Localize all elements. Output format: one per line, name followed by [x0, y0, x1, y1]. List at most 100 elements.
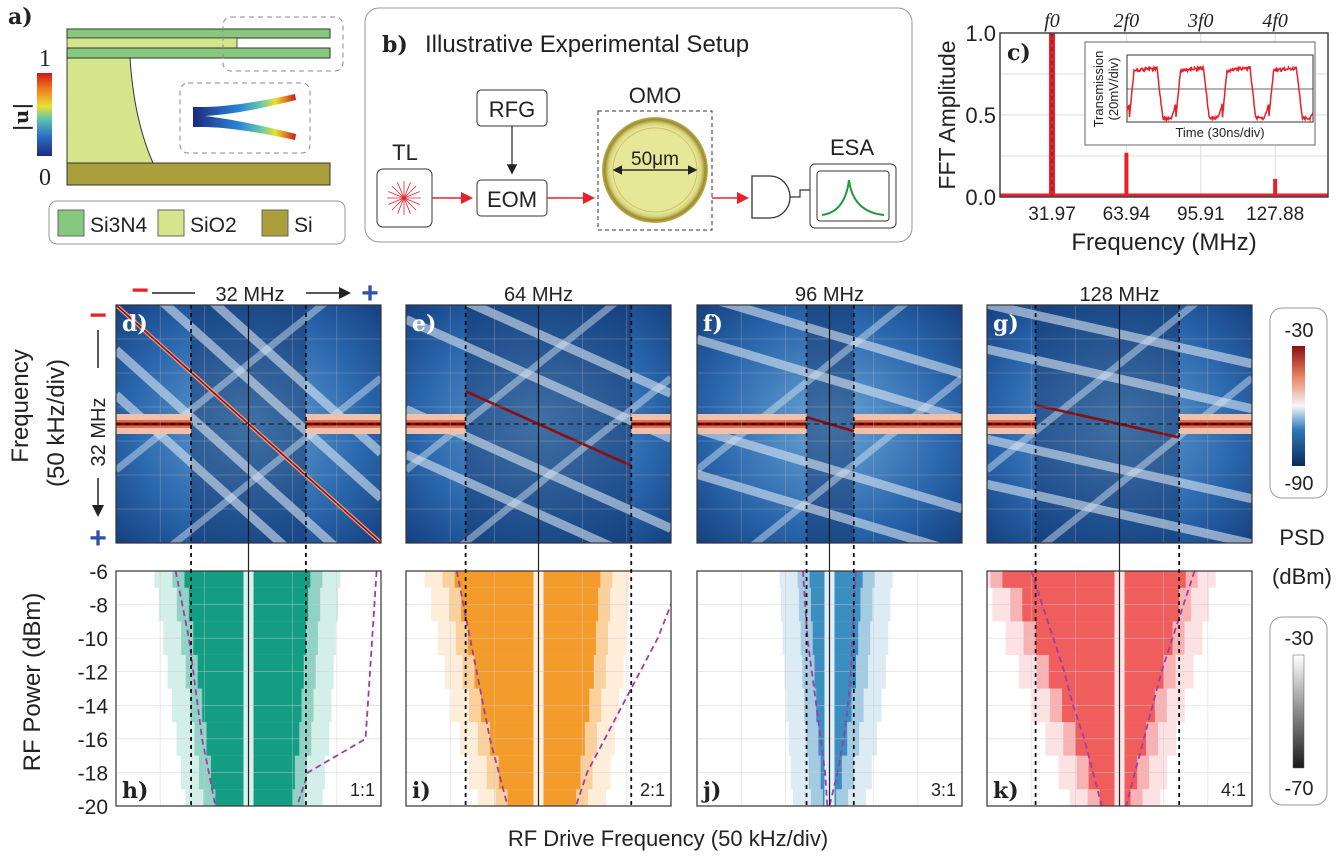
fft-peak-4 [1273, 179, 1277, 197]
psd-colorbar: -30 -90 PSD (dBm) [1270, 308, 1332, 589]
psd-max: -30 [1285, 320, 1314, 342]
sio2-pillar [67, 58, 153, 163]
freq-ylabel-1: Frequency [7, 349, 34, 462]
panel-b-label: b) [382, 32, 408, 58]
sio2-thin-layer [67, 38, 237, 48]
panel-label: j) [701, 778, 721, 804]
omo-label: OMO [629, 83, 682, 108]
x-tick-label: 63.94 [1103, 204, 1151, 225]
panel-label: i) [412, 778, 431, 804]
displacement-colorbar [37, 73, 52, 156]
psd-min: -90 [1285, 473, 1314, 495]
y-tick-label: 0.5 [965, 103, 996, 128]
legend-swatch [58, 210, 84, 236]
lockmap-k: k) 4:1 [972, 571, 1252, 806]
power-tick-label: -16 [78, 729, 108, 752]
cantilever-mode-shape [193, 94, 296, 140]
ratio-label: 1:1 [350, 780, 375, 800]
lock-region-row [455, 571, 601, 588]
fft-peak-2 [1124, 153, 1128, 197]
fft-xlabel: Frequency (MHz) [1071, 229, 1256, 256]
inset-ylabel-1: Transmission [1091, 51, 1106, 128]
panel-c: 31.97 f0 63.94 2f0 95.91 3f0 127.88 4f0 0.0 0.5 1.… [934, 10, 1328, 256]
diameter-label: 50μm [631, 149, 679, 170]
drive-xlabel: RF Drive Frequency (50 kHz/div) [508, 826, 828, 851]
side-minus-sign: − [89, 299, 107, 332]
photodetector-icon [752, 176, 790, 218]
gray-max: -30 [1285, 628, 1314, 650]
colorbar-max: 1 [39, 46, 51, 72]
panel-label: d) [122, 311, 148, 337]
panel-title: 128 MHz [1079, 284, 1159, 306]
panel-title: 96 MHz [795, 284, 864, 306]
psd-label: PSD [1279, 525, 1324, 550]
heatmap-d: d) [116, 215, 381, 633]
power-tick-label: -6 [89, 561, 108, 584]
panel-label: e) [412, 311, 436, 337]
heatmap-panels: d) e)64 MHzf)96 MHzg)128 MHz [116, 215, 1252, 633]
top-minus-sign: − [131, 274, 149, 307]
panel-c-label: c) [1007, 40, 1031, 66]
x-tick-label: 95.91 [1177, 204, 1225, 225]
ratio-label: 4:1 [1221, 780, 1246, 800]
harmonic-label: 2f0 [1114, 10, 1140, 32]
gray-min: -70 [1285, 778, 1314, 800]
power-tick-label: -20 [78, 796, 108, 819]
lock-region-row [215, 789, 292, 806]
ratio-label: 2:1 [640, 780, 665, 800]
side-plus-sign: + [89, 522, 107, 555]
power-ylabel: RF Power (dBm) [19, 593, 46, 772]
harmonic-label: f0 [1044, 10, 1060, 32]
harmonic-label: 4f0 [1262, 10, 1288, 32]
figure: a) 1 0 |u| Si3N4 SiO2 Si b) Illustrative E… [0, 0, 1339, 860]
panel-b: b) Illustrative Experimental Setup RFG E… [365, 8, 912, 242]
legend-label: Si [294, 214, 313, 237]
eom-label: EOM [487, 187, 537, 212]
colorbar-min: 0 [39, 165, 51, 191]
panel-label: g) [993, 311, 1019, 337]
power-tick-label: -14 [78, 695, 109, 718]
lock-range-panels: h) 1:1 i) 2:1 j) 3:1 k) 4:1 [116, 571, 1252, 806]
si3n4-bottom-layer [67, 48, 330, 58]
psd-gradient [1292, 346, 1305, 466]
esa-label: ESA [830, 135, 874, 160]
power-tick-label: -10 [78, 628, 108, 651]
lock-region-row [1002, 571, 1185, 588]
laser-icon [387, 181, 421, 215]
fft-ylabel: FFT Amplitude [934, 40, 960, 189]
legend-swatch [262, 210, 288, 236]
x-tick-label: 127.88 [1246, 204, 1304, 225]
power-tick-label: -8 [89, 595, 108, 618]
tl-label: TL [392, 140, 418, 165]
y-tick-label: 1.0 [965, 21, 996, 46]
si-substrate [67, 163, 330, 185]
legend-label: SiO2 [190, 214, 237, 237]
legend-swatch [158, 210, 184, 236]
top-axis-note: 32 MHz [216, 284, 285, 306]
top-plus-sign: + [361, 277, 379, 310]
power-tick-label: -18 [78, 762, 108, 785]
panel-label: h) [122, 778, 148, 804]
setup-title: Illustrative Experimental Setup [425, 31, 749, 58]
rfg-label: RFG [489, 97, 535, 122]
oscillator-line [987, 423, 1036, 426]
si3n4-top-layer [67, 29, 330, 38]
panel-a: a) 1 0 |u| Si3N4 SiO2 Si [8, 4, 345, 244]
freq-ylabel-2: (50 kHz/div) [43, 359, 70, 487]
x-tick-label: 31.97 [1028, 204, 1076, 225]
zoom-region-box [223, 17, 343, 71]
lockmap-i: i) 2:1 [406, 571, 680, 806]
gray-colorbar: -30 -70 [1270, 617, 1327, 805]
psd-unit: (dBm) [1272, 564, 1332, 589]
heatmap-f: f) 96 MHz [697, 258, 962, 590]
panel-a-label: a) [8, 4, 33, 30]
colorbar-label: |u| [9, 102, 33, 131]
legend-label: Si3N4 [90, 214, 148, 237]
inset-xlabel: Time (30ns/div) [1175, 125, 1264, 140]
side-axis-note: 32 MHz [88, 398, 110, 467]
panel-label: f) [703, 311, 723, 337]
power-tick-label: -12 [78, 662, 108, 685]
gray-gradient [1293, 655, 1304, 768]
panel-label: k) [993, 778, 1019, 804]
inset-ylabel-2: (20mV/div) [1106, 58, 1121, 121]
